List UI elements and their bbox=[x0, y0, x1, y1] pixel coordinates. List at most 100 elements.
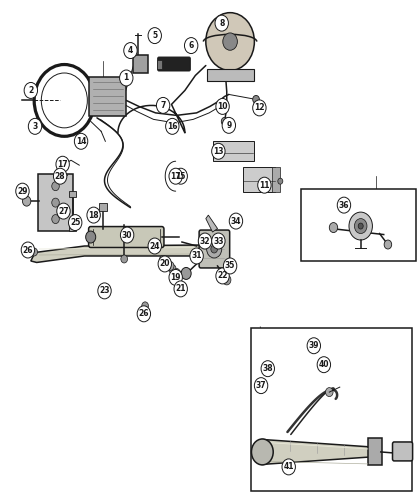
Polygon shape bbox=[262, 440, 371, 464]
Circle shape bbox=[212, 233, 225, 249]
Text: 23: 23 bbox=[99, 286, 110, 296]
Circle shape bbox=[219, 105, 224, 111]
Circle shape bbox=[169, 168, 182, 184]
Circle shape bbox=[21, 242, 34, 258]
Circle shape bbox=[148, 28, 161, 44]
Circle shape bbox=[261, 360, 274, 376]
Circle shape bbox=[212, 144, 225, 160]
Circle shape bbox=[337, 197, 351, 213]
Text: 4: 4 bbox=[128, 46, 133, 55]
Text: 25: 25 bbox=[70, 218, 80, 227]
Circle shape bbox=[329, 222, 338, 232]
Circle shape bbox=[74, 134, 88, 150]
Text: 28: 28 bbox=[55, 172, 66, 180]
Circle shape bbox=[229, 213, 243, 229]
Text: 9: 9 bbox=[226, 121, 231, 130]
FancyBboxPatch shape bbox=[69, 190, 76, 196]
Circle shape bbox=[52, 182, 59, 190]
Circle shape bbox=[121, 255, 128, 263]
Circle shape bbox=[358, 223, 363, 229]
Circle shape bbox=[137, 306, 150, 322]
FancyBboxPatch shape bbox=[158, 57, 190, 71]
Circle shape bbox=[57, 203, 70, 219]
FancyBboxPatch shape bbox=[89, 77, 126, 116]
Text: 17: 17 bbox=[171, 172, 181, 180]
Circle shape bbox=[166, 262, 174, 270]
Circle shape bbox=[173, 268, 180, 278]
Circle shape bbox=[121, 227, 134, 243]
Circle shape bbox=[174, 168, 187, 184]
Text: 22: 22 bbox=[217, 272, 228, 280]
Circle shape bbox=[223, 258, 237, 274]
Circle shape bbox=[156, 98, 170, 114]
FancyBboxPatch shape bbox=[251, 328, 412, 491]
Circle shape bbox=[181, 268, 191, 280]
Circle shape bbox=[223, 33, 237, 50]
Text: 40: 40 bbox=[319, 360, 329, 369]
Circle shape bbox=[158, 256, 171, 272]
Polygon shape bbox=[31, 245, 207, 262]
Text: 27: 27 bbox=[58, 206, 69, 216]
Circle shape bbox=[142, 302, 148, 310]
Text: 11: 11 bbox=[259, 180, 270, 190]
Circle shape bbox=[222, 118, 236, 134]
Circle shape bbox=[384, 240, 392, 249]
Circle shape bbox=[16, 183, 29, 199]
Text: 14: 14 bbox=[76, 137, 87, 146]
Text: 39: 39 bbox=[309, 341, 319, 350]
Circle shape bbox=[148, 238, 161, 254]
Circle shape bbox=[56, 156, 69, 172]
Circle shape bbox=[124, 42, 137, 58]
Text: 31: 31 bbox=[192, 252, 202, 260]
Text: 8: 8 bbox=[219, 18, 224, 28]
FancyBboxPatch shape bbox=[393, 442, 412, 461]
Text: 37: 37 bbox=[256, 381, 266, 390]
Circle shape bbox=[258, 177, 271, 193]
FancyBboxPatch shape bbox=[272, 166, 280, 192]
Circle shape bbox=[206, 12, 255, 70]
Text: 29: 29 bbox=[17, 186, 28, 196]
Circle shape bbox=[215, 15, 228, 31]
Circle shape bbox=[349, 212, 373, 240]
FancyBboxPatch shape bbox=[157, 60, 162, 68]
Circle shape bbox=[24, 82, 37, 98]
Circle shape bbox=[216, 268, 229, 284]
FancyBboxPatch shape bbox=[133, 55, 148, 73]
Circle shape bbox=[169, 270, 182, 285]
Circle shape bbox=[52, 214, 59, 224]
FancyBboxPatch shape bbox=[368, 438, 382, 466]
Circle shape bbox=[165, 118, 179, 134]
Circle shape bbox=[278, 178, 283, 184]
Circle shape bbox=[168, 264, 176, 274]
FancyBboxPatch shape bbox=[301, 188, 416, 262]
Text: 2: 2 bbox=[28, 86, 34, 95]
Text: 5: 5 bbox=[152, 31, 158, 40]
Circle shape bbox=[190, 248, 203, 264]
Text: 3: 3 bbox=[32, 122, 38, 131]
Circle shape bbox=[253, 96, 260, 104]
Circle shape bbox=[87, 207, 100, 223]
Circle shape bbox=[354, 218, 367, 234]
Text: 18: 18 bbox=[88, 210, 99, 220]
Circle shape bbox=[31, 248, 37, 256]
Text: 35: 35 bbox=[225, 262, 235, 270]
Polygon shape bbox=[206, 215, 218, 232]
Text: 30: 30 bbox=[122, 230, 132, 239]
Circle shape bbox=[22, 196, 31, 206]
FancyBboxPatch shape bbox=[89, 226, 164, 248]
Circle shape bbox=[253, 100, 266, 116]
FancyBboxPatch shape bbox=[207, 69, 254, 81]
Text: 32: 32 bbox=[200, 236, 210, 246]
Circle shape bbox=[221, 118, 228, 126]
Text: 41: 41 bbox=[284, 462, 294, 471]
Circle shape bbox=[86, 231, 96, 243]
Text: 16: 16 bbox=[167, 122, 178, 131]
Circle shape bbox=[28, 118, 42, 134]
Circle shape bbox=[326, 388, 333, 396]
Circle shape bbox=[68, 214, 82, 230]
Text: 21: 21 bbox=[176, 284, 186, 294]
FancyBboxPatch shape bbox=[100, 202, 107, 210]
Circle shape bbox=[211, 245, 218, 253]
FancyBboxPatch shape bbox=[38, 174, 73, 231]
Text: 1: 1 bbox=[123, 74, 129, 82]
